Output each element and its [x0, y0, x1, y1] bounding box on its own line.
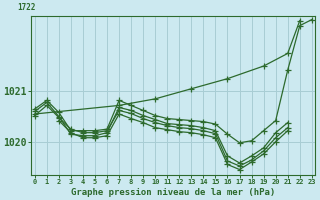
- Text: 1722: 1722: [17, 3, 36, 12]
- X-axis label: Graphe pression niveau de la mer (hPa): Graphe pression niveau de la mer (hPa): [71, 188, 276, 197]
